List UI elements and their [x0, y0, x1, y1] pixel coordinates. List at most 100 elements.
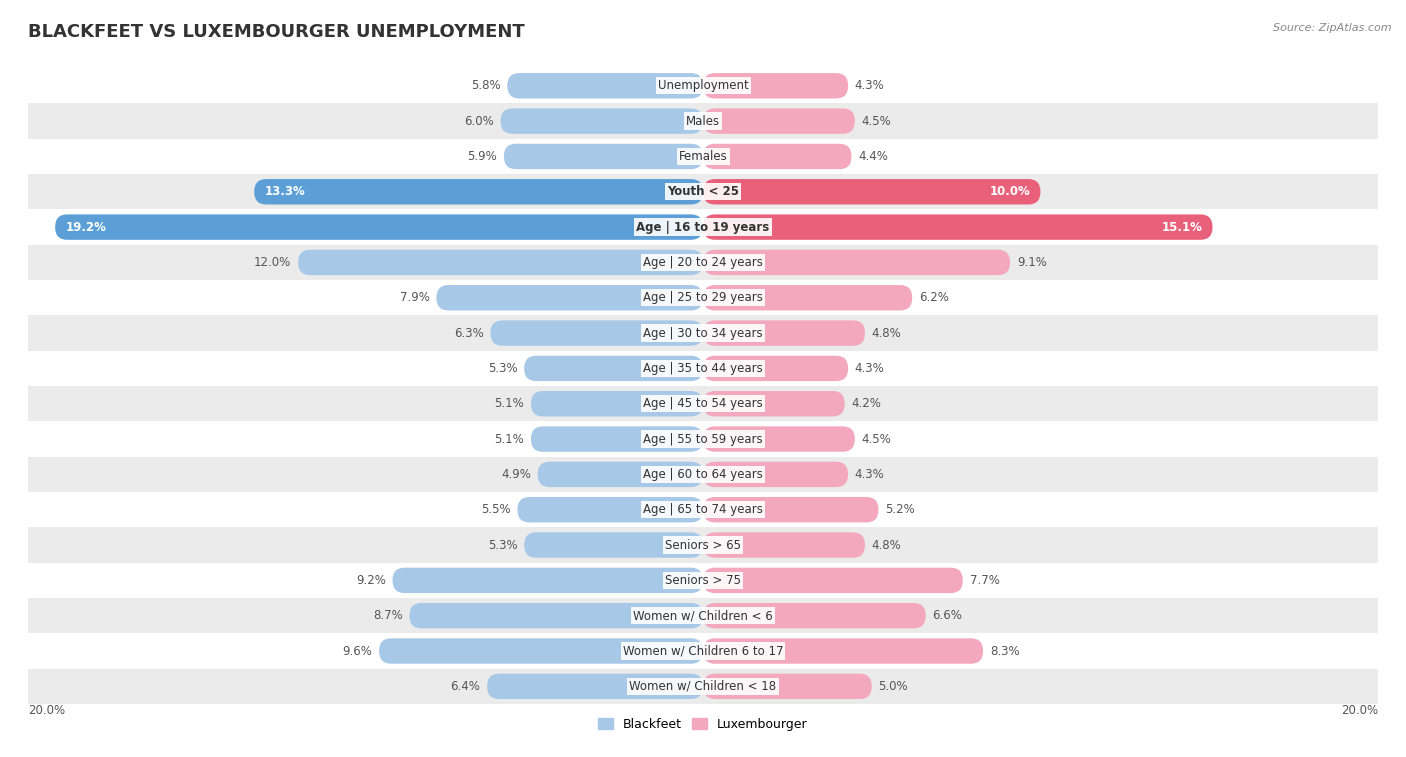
Text: 20.0%: 20.0% [28, 704, 65, 717]
FancyBboxPatch shape [392, 568, 703, 593]
Text: BLACKFEET VS LUXEMBOURGER UNEMPLOYMENT: BLACKFEET VS LUXEMBOURGER UNEMPLOYMENT [28, 23, 524, 41]
Text: Age | 30 to 34 years: Age | 30 to 34 years [643, 326, 763, 340]
Text: 7.7%: 7.7% [970, 574, 1000, 587]
FancyBboxPatch shape [703, 674, 872, 699]
Text: 6.4%: 6.4% [450, 680, 481, 693]
Text: Seniors > 75: Seniors > 75 [665, 574, 741, 587]
FancyBboxPatch shape [703, 391, 845, 416]
Text: Youth < 25: Youth < 25 [666, 185, 740, 198]
FancyBboxPatch shape [703, 638, 983, 664]
Text: 4.2%: 4.2% [852, 397, 882, 410]
Text: Males: Males [686, 114, 720, 128]
Text: Age | 60 to 64 years: Age | 60 to 64 years [643, 468, 763, 481]
Bar [28, 280, 1378, 316]
FancyBboxPatch shape [703, 144, 852, 169]
Bar [28, 492, 1378, 528]
FancyBboxPatch shape [703, 214, 1212, 240]
Text: 5.2%: 5.2% [886, 503, 915, 516]
FancyBboxPatch shape [703, 568, 963, 593]
Text: Age | 25 to 29 years: Age | 25 to 29 years [643, 291, 763, 304]
Text: Women w/ Children < 6: Women w/ Children < 6 [633, 609, 773, 622]
Text: Age | 35 to 44 years: Age | 35 to 44 years [643, 362, 763, 375]
Bar [28, 668, 1378, 704]
Text: 6.6%: 6.6% [932, 609, 962, 622]
Text: 5.1%: 5.1% [495, 397, 524, 410]
Text: 19.2%: 19.2% [65, 220, 105, 234]
Text: 5.8%: 5.8% [471, 79, 501, 92]
FancyBboxPatch shape [537, 462, 703, 487]
FancyBboxPatch shape [491, 320, 703, 346]
Text: 4.4%: 4.4% [858, 150, 889, 163]
Text: Age | 65 to 74 years: Age | 65 to 74 years [643, 503, 763, 516]
FancyBboxPatch shape [501, 108, 703, 134]
Text: 6.3%: 6.3% [454, 326, 484, 340]
Bar [28, 386, 1378, 422]
Text: 7.9%: 7.9% [399, 291, 430, 304]
Text: 8.7%: 8.7% [373, 609, 402, 622]
Bar [28, 316, 1378, 350]
Text: 10.0%: 10.0% [990, 185, 1031, 198]
FancyBboxPatch shape [703, 108, 855, 134]
Text: 12.0%: 12.0% [254, 256, 291, 269]
Text: 5.5%: 5.5% [481, 503, 510, 516]
Text: 15.1%: 15.1% [1161, 220, 1202, 234]
Text: 9.2%: 9.2% [356, 574, 385, 587]
Text: 20.0%: 20.0% [1341, 704, 1378, 717]
Text: Age | 16 to 19 years: Age | 16 to 19 years [637, 220, 769, 234]
FancyBboxPatch shape [703, 179, 1040, 204]
Text: 4.3%: 4.3% [855, 468, 884, 481]
FancyBboxPatch shape [703, 285, 912, 310]
Text: 5.3%: 5.3% [488, 362, 517, 375]
FancyBboxPatch shape [531, 426, 703, 452]
Text: 4.3%: 4.3% [855, 79, 884, 92]
Text: 9.1%: 9.1% [1017, 256, 1046, 269]
Text: 9.6%: 9.6% [343, 644, 373, 658]
Legend: Blackfeet, Luxembourger: Blackfeet, Luxembourger [593, 713, 813, 736]
Bar [28, 562, 1378, 598]
FancyBboxPatch shape [486, 674, 703, 699]
Text: Women w/ Children 6 to 17: Women w/ Children 6 to 17 [623, 644, 783, 658]
FancyBboxPatch shape [380, 638, 703, 664]
Text: 8.3%: 8.3% [990, 644, 1019, 658]
Bar [28, 174, 1378, 210]
Text: Women w/ Children < 18: Women w/ Children < 18 [630, 680, 776, 693]
FancyBboxPatch shape [298, 250, 703, 275]
Text: 4.3%: 4.3% [855, 362, 884, 375]
Text: 4.5%: 4.5% [862, 432, 891, 446]
Bar [28, 422, 1378, 456]
FancyBboxPatch shape [508, 73, 703, 98]
Text: Seniors > 65: Seniors > 65 [665, 538, 741, 552]
Bar [28, 350, 1378, 386]
FancyBboxPatch shape [703, 426, 855, 452]
Text: 4.9%: 4.9% [501, 468, 531, 481]
Bar [28, 210, 1378, 245]
FancyBboxPatch shape [703, 603, 925, 628]
FancyBboxPatch shape [524, 532, 703, 558]
Text: 4.5%: 4.5% [862, 114, 891, 128]
Text: 5.1%: 5.1% [495, 432, 524, 446]
FancyBboxPatch shape [703, 356, 848, 381]
Bar [28, 68, 1378, 104]
FancyBboxPatch shape [254, 179, 703, 204]
Text: Age | 20 to 24 years: Age | 20 to 24 years [643, 256, 763, 269]
FancyBboxPatch shape [524, 356, 703, 381]
Bar [28, 104, 1378, 139]
Text: Age | 45 to 54 years: Age | 45 to 54 years [643, 397, 763, 410]
Text: 6.2%: 6.2% [920, 291, 949, 304]
Bar [28, 598, 1378, 634]
Bar [28, 245, 1378, 280]
Bar [28, 139, 1378, 174]
Text: Females: Females [679, 150, 727, 163]
Bar [28, 634, 1378, 668]
Text: Unemployment: Unemployment [658, 79, 748, 92]
FancyBboxPatch shape [409, 603, 703, 628]
FancyBboxPatch shape [703, 532, 865, 558]
Text: Source: ZipAtlas.com: Source: ZipAtlas.com [1274, 23, 1392, 33]
FancyBboxPatch shape [703, 462, 848, 487]
FancyBboxPatch shape [517, 497, 703, 522]
FancyBboxPatch shape [436, 285, 703, 310]
Text: 5.0%: 5.0% [879, 680, 908, 693]
Text: 5.9%: 5.9% [467, 150, 498, 163]
FancyBboxPatch shape [703, 73, 848, 98]
Text: 13.3%: 13.3% [264, 185, 305, 198]
